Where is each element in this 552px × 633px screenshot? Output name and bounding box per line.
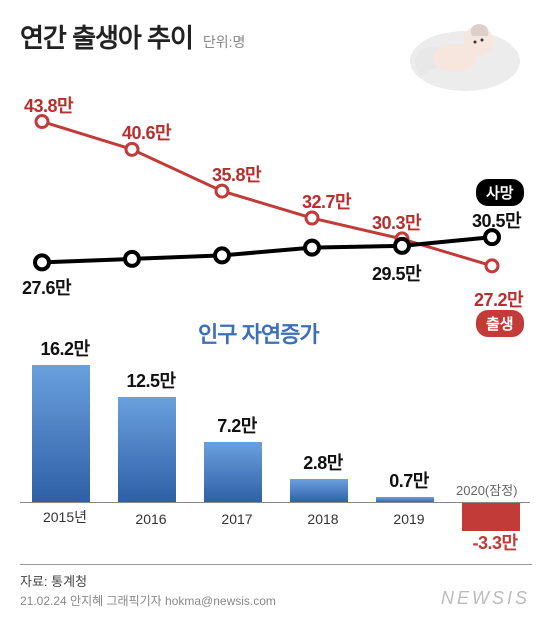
data-point-label: 32.7만 xyxy=(302,188,351,214)
line-chart: 43.8만40.6만35.8만32.7만30.3만27.2만27.6만29.5만… xyxy=(20,65,530,305)
bar-chart-title: 인구 자연증가 xyxy=(198,317,319,349)
data-point-label: 35.8만 xyxy=(212,161,261,187)
line-chart-svg xyxy=(20,65,530,305)
data-point-label: 30.3만 xyxy=(372,209,421,235)
bar xyxy=(462,503,520,531)
year-label: 2015년 xyxy=(28,507,102,527)
data-point-label: 43.8만 xyxy=(24,92,73,118)
chart-title: 연간 출생아 추이 xyxy=(20,18,193,55)
year-label: 2017 xyxy=(200,511,274,527)
data-point-label: 30.5만 xyxy=(472,207,521,233)
data-point-label: 40.6만 xyxy=(122,119,171,145)
data-point-label: 27.2만 xyxy=(474,286,523,312)
bar-value-label: 16.2만 xyxy=(26,335,104,361)
year-label: 2018 xyxy=(286,511,360,527)
bar-value-label: 2.8만 xyxy=(284,449,362,475)
year-label: 2019 xyxy=(372,511,446,527)
year-note-2020: 2020(잠정) xyxy=(456,480,518,499)
bar-value-label: -3.3만 xyxy=(456,529,534,555)
bar xyxy=(290,479,348,503)
bar xyxy=(32,365,90,503)
death-badge: 사망 xyxy=(476,179,524,206)
data-point-label: 29.5만 xyxy=(372,260,421,286)
bar-baseline xyxy=(20,502,530,503)
bar xyxy=(118,397,176,503)
watermark: NEWSIS xyxy=(441,588,530,609)
bar-value-label: 0.7만 xyxy=(370,467,448,493)
bar-value-label: 7.2만 xyxy=(198,412,276,438)
data-point-label: 27.6만 xyxy=(22,274,71,300)
year-label: 2016 xyxy=(114,511,188,527)
bar-chart: 인구 자연증가 16.2만12.5만7.2만2.8만0.7만-3.3만2020(… xyxy=(20,313,530,543)
bar xyxy=(204,442,262,503)
unit-label: 단위:명 xyxy=(203,32,246,52)
bar-value-label: 12.5만 xyxy=(112,367,190,393)
